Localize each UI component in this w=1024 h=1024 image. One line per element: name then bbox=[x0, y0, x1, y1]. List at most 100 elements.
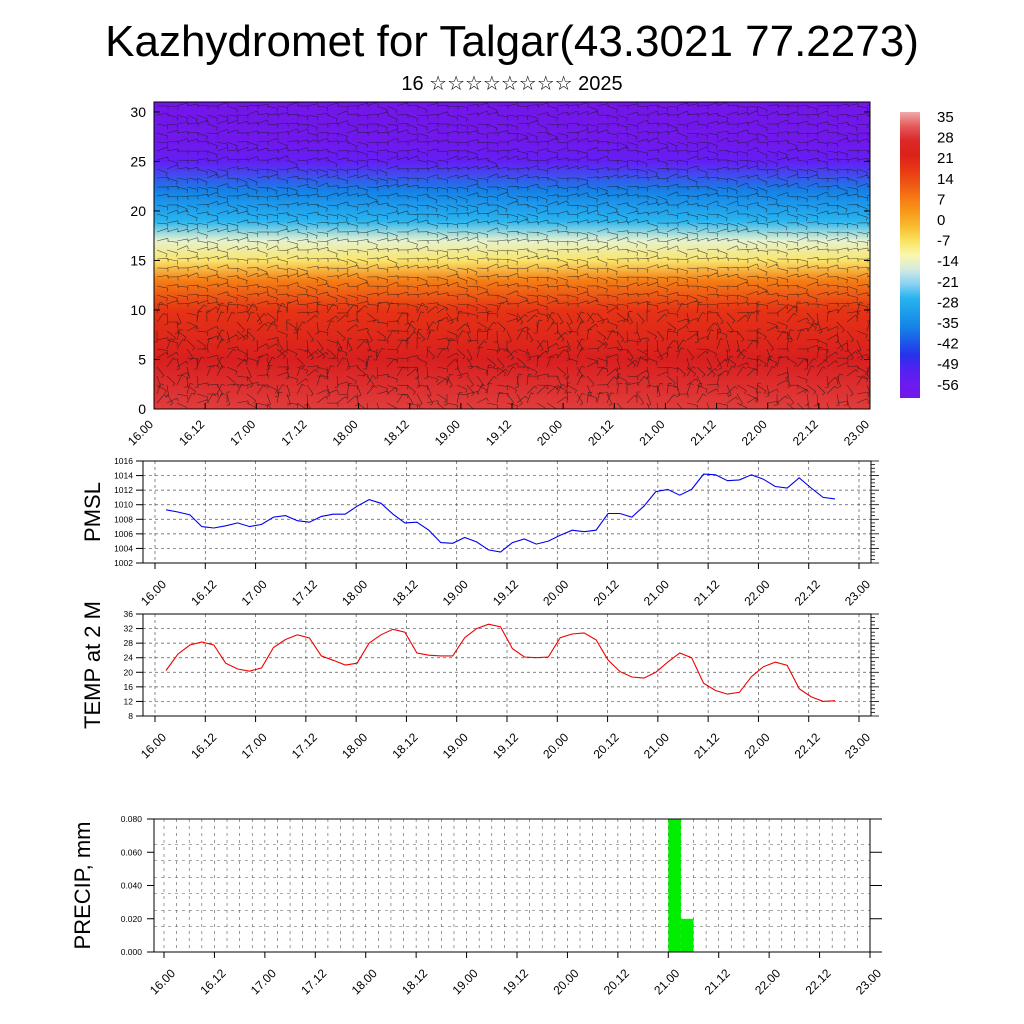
heat-xtick-label: 16.00 bbox=[125, 417, 156, 448]
precip-ytick-label: 0.000 bbox=[121, 947, 143, 957]
precip-xtick-label: 19.12 bbox=[500, 966, 531, 997]
heat-xtick-label: 22.12 bbox=[790, 417, 821, 448]
temp-xtick-label: 22.12 bbox=[792, 730, 823, 761]
temp-ytick-label: 20 bbox=[124, 667, 134, 677]
precip-ytick-label: 0.020 bbox=[121, 914, 143, 924]
heat-xtick-label: 19.12 bbox=[483, 417, 514, 448]
precip-panel: 0.000 0.020 0.040 0.060 0.080 16.00 16.12 17.00… bbox=[70, 814, 884, 997]
colorbar-label: -28 bbox=[937, 294, 959, 311]
precip-xtick-label: 17.12 bbox=[298, 966, 329, 997]
pmsl-xtick-label: 18.00 bbox=[339, 577, 370, 608]
colorbar-label: -42 bbox=[937, 336, 959, 353]
heat-xtick-label: 18.00 bbox=[330, 417, 361, 448]
precip-xtick-label: 21.12 bbox=[702, 966, 733, 997]
temp-xtick-label: 20.00 bbox=[540, 730, 571, 761]
colorbar-label: -49 bbox=[937, 356, 959, 373]
temp-ytick-label: 28 bbox=[124, 638, 134, 648]
pmsl-xtick-label: 20.12 bbox=[591, 577, 622, 608]
temp-ylabel: TEMP at 2 M bbox=[80, 601, 105, 729]
pmsl-xtick-label: 17.12 bbox=[289, 577, 320, 608]
heat-xtick-label: 21.12 bbox=[688, 417, 719, 448]
precip-xtick-label: 20.00 bbox=[550, 966, 581, 997]
temp-ytick-label: 32 bbox=[124, 624, 134, 634]
colorbar-label: -14 bbox=[937, 253, 959, 270]
pmsl-xtick-label: 17.00 bbox=[239, 577, 270, 608]
precip-xtick-label: 18.00 bbox=[349, 966, 380, 997]
precip-bar bbox=[680, 918, 694, 953]
temp-xtick-label: 19.12 bbox=[490, 730, 521, 761]
temp-2m-panel: 8 12 16 20 24 28 32 36 TEMP at 2 M 16.00 16.12 17.0… bbox=[80, 601, 879, 761]
pmsl-ytick-label: 1008 bbox=[114, 514, 133, 524]
heat-ytick-label: 15 bbox=[130, 252, 146, 268]
pmsl-xtick-label: 23.00 bbox=[842, 577, 873, 608]
pmsl-xtick-label: 20.00 bbox=[540, 577, 571, 608]
chart-title: Kazhydromet for Talgar(43.3021 77.2273) bbox=[105, 17, 919, 66]
colorbar-label: 0 bbox=[937, 212, 945, 229]
height-temperature-panel: 0 5 10 15 20 25 30 16.00 16.12 17.00 17.12 18.00 18.… bbox=[125, 101, 872, 448]
temp-ytick-label: 24 bbox=[124, 653, 134, 663]
temp-xtick-label: 18.12 bbox=[389, 730, 420, 761]
pmsl-xtick-label: 18.12 bbox=[389, 577, 420, 608]
temp-ytick-label: 12 bbox=[124, 696, 134, 706]
temp-xtick-label: 19.00 bbox=[440, 730, 471, 761]
colorbar-label: -7 bbox=[937, 233, 950, 250]
precip-xtick-label: 23.00 bbox=[853, 966, 884, 997]
heat-ytick-label: 5 bbox=[138, 351, 146, 367]
pmsl-xtick-label: 16.12 bbox=[188, 577, 219, 608]
colorbar-label: -21 bbox=[937, 274, 959, 291]
temp-xtick-label: 20.12 bbox=[591, 730, 622, 761]
colorbar-label: 35 bbox=[937, 109, 954, 126]
heat-xtick-label: 23.00 bbox=[841, 417, 872, 448]
heat-xtick-label: 20.12 bbox=[585, 417, 616, 448]
colorbar-label: 7 bbox=[937, 191, 945, 208]
precip-xtick-label: 16.00 bbox=[147, 966, 178, 997]
pmsl-xtick-label: 19.00 bbox=[440, 577, 471, 608]
heat-xtick-label: 21.00 bbox=[636, 417, 667, 448]
pmsl-ytick-label: 1006 bbox=[114, 529, 133, 539]
pmsl-series-line bbox=[165, 473, 836, 553]
colorbar-label: 21 bbox=[937, 150, 954, 167]
heat-ytick-label: 10 bbox=[130, 302, 146, 318]
precip-xtick-label: 18.12 bbox=[399, 966, 430, 997]
pmsl-ytick-label: 1016 bbox=[114, 456, 133, 466]
pmsl-ytick-label: 1014 bbox=[114, 471, 133, 481]
temp-xtick-label: 17.12 bbox=[289, 730, 320, 761]
precip-ytick-label: 0.060 bbox=[121, 847, 143, 857]
heat-xtick-label: 16.12 bbox=[176, 417, 207, 448]
colorbar-label: 28 bbox=[937, 130, 954, 147]
temp-ytick-label: 8 bbox=[128, 711, 133, 721]
colorbar-label: -56 bbox=[937, 377, 959, 394]
pmsl-xtick-label: 22.00 bbox=[741, 577, 772, 608]
temp-frame bbox=[142, 613, 872, 717]
heat-xtick-label: 17.00 bbox=[227, 417, 258, 448]
precip-xtick-label: 20.12 bbox=[601, 966, 632, 997]
heat-xtick-label: 18.12 bbox=[381, 417, 412, 448]
temp-xtick-label: 23.00 bbox=[842, 730, 873, 761]
heat-xtick-label: 20.00 bbox=[534, 417, 565, 448]
temperature-field bbox=[154, 102, 870, 409]
precip-ytick-label: 0.080 bbox=[121, 814, 143, 824]
pmsl-ytick-label: 1010 bbox=[114, 500, 133, 510]
pmsl-ylabel: PMSL bbox=[80, 482, 105, 542]
heat-ytick-label: 0 bbox=[138, 401, 146, 417]
precip-xtick-label: 19.00 bbox=[450, 966, 481, 997]
temp-xtick-label: 22.00 bbox=[741, 730, 772, 761]
precip-xtick-label: 17.00 bbox=[248, 966, 279, 997]
temp-xtick-label: 16.12 bbox=[188, 730, 219, 761]
pmsl-xtick-label: 19.12 bbox=[490, 577, 521, 608]
chart-subtitle: 16 ☆☆☆☆☆☆☆☆ 2025 bbox=[401, 73, 623, 95]
precip-ylabel: PRECIP, mm bbox=[70, 822, 95, 950]
colorbar-label: -35 bbox=[937, 315, 959, 332]
pmsl-xtick-label: 22.12 bbox=[792, 577, 823, 608]
colorbar-label: 14 bbox=[937, 171, 954, 188]
precip-xtick-labels: 16.00 16.12 17.00 17.12 18.00 18.12 19.00 19.12… bbox=[147, 966, 884, 997]
pmsl-panel: 1002 1004 1006 1008 1010 1012 1014 1016 PMSL 16.0… bbox=[80, 456, 879, 608]
precip-xtick-label: 22.12 bbox=[803, 966, 834, 997]
temp-xtick-labels: 16.00 16.12 17.00 17.12 18.00 18.12 19.00 19.12… bbox=[138, 730, 873, 761]
temp-series-line bbox=[165, 623, 836, 702]
heat-ytick-label: 30 bbox=[130, 104, 146, 120]
precip-xtick-label: 16.12 bbox=[197, 966, 228, 997]
precip-xtick-label: 22.00 bbox=[752, 966, 783, 997]
temp-xtick-label: 21.00 bbox=[641, 730, 672, 761]
